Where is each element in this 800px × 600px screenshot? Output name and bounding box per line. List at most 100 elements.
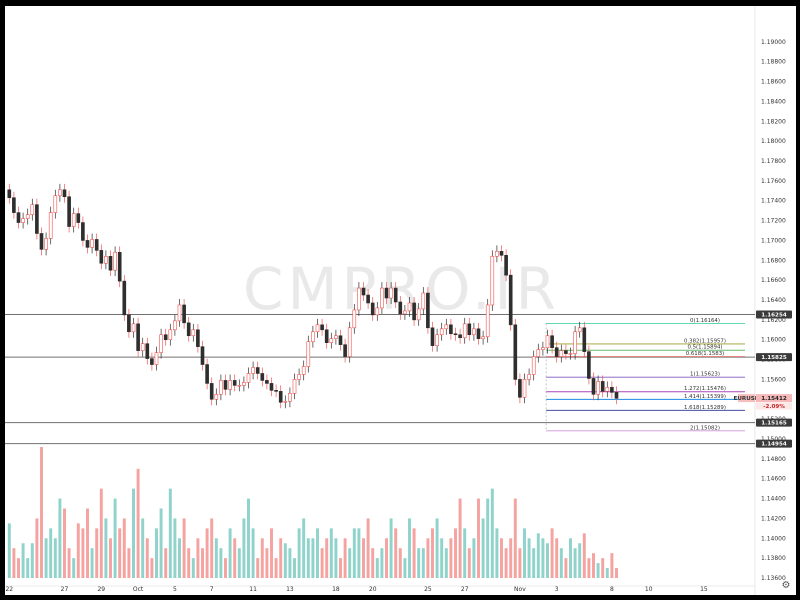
fibonacci-tool[interactable]: 0(1.16164) 0.382(1.15957)0.5(1.15894)0.61… (545, 318, 745, 431)
volume-bar (403, 558, 407, 578)
volume-bar (72, 558, 76, 578)
candle-body (113, 252, 117, 271)
chart-area[interactable]: CMPRO.IR 0(1.16164)0.382(1.15957)0.5(1.1… (5, 6, 796, 595)
y-tick-label: 1.14400 (761, 496, 786, 503)
volume-bar (569, 538, 572, 578)
y-tick-label: 1.15600 (761, 376, 786, 383)
volume-bar (615, 568, 618, 578)
volume-bar (49, 528, 53, 578)
y-tick-label: 1.17200 (761, 218, 786, 225)
volume-bar (40, 446, 43, 578)
volume-bar (582, 533, 586, 578)
candle-body (527, 374, 531, 380)
candle-body (283, 400, 288, 403)
candle-body (435, 334, 439, 346)
level-price-tag (756, 418, 792, 427)
candle-body (541, 347, 545, 350)
candle-body (564, 350, 568, 354)
candle-body (334, 335, 338, 340)
volume-bar (389, 518, 393, 578)
volume-bar (467, 548, 471, 578)
y-tick-label: 1.14600 (761, 476, 786, 483)
candle-body (131, 323, 136, 333)
time-axis[interactable]: 22 27 29 Oct 5 7 11 13 18 20 25 27 Nov 3 8 10 15 (5, 586, 707, 593)
volume-bar (109, 538, 112, 578)
candle-body (228, 380, 232, 390)
candle-body (596, 381, 600, 395)
volume-bar (458, 498, 462, 578)
candle-body (297, 374, 301, 380)
volume-bar (265, 548, 269, 578)
level-price-tag-text: 1.15165 (761, 421, 787, 427)
candle-body (81, 222, 85, 241)
volume-bar (435, 518, 439, 578)
candles (7, 183, 619, 409)
volume-bar (132, 488, 135, 578)
volume-bar (555, 538, 559, 578)
volume-bar (375, 558, 379, 578)
fib-level-label: 1.414(1.15399) (684, 394, 726, 400)
volume-bar (76, 523, 80, 578)
candle-body (545, 335, 550, 348)
volume-bar (348, 548, 352, 578)
volume-bar (426, 538, 430, 578)
candle-body (568, 353, 573, 355)
candle-body (58, 189, 62, 197)
volume-bar (90, 548, 94, 578)
volume-bar (463, 528, 467, 578)
candle-body (403, 310, 407, 315)
candle-body (370, 302, 375, 316)
volume-bar (256, 558, 260, 578)
volume-bar (472, 538, 476, 578)
volume-bar (311, 538, 315, 578)
y-tick-label: 1.18200 (761, 118, 786, 125)
y-tick-label: 1.15000 (761, 436, 786, 443)
volume-bar (178, 538, 181, 578)
volume-bar (164, 548, 168, 578)
candle-body (531, 356, 536, 375)
volume-bar (509, 538, 513, 578)
candle-body (219, 380, 223, 395)
level-price-tag-text: 1.15825 (761, 355, 787, 361)
candle-body (311, 331, 315, 342)
candle-body (513, 324, 518, 380)
candle-body (518, 379, 522, 398)
y-tick-label: 1.17000 (761, 237, 786, 244)
volume-bar (444, 548, 448, 578)
candle-body (384, 287, 389, 299)
candle-body (536, 349, 541, 357)
volume-bar (394, 528, 398, 578)
volume-bar (518, 548, 522, 578)
candle-body (600, 381, 605, 392)
candle-body (610, 387, 614, 393)
candle-body (237, 385, 242, 387)
volume-bar (182, 518, 186, 578)
price-axis[interactable]: 1.19000 1.18800 1.18600 1.18400 1.18200 1.180… (761, 39, 786, 582)
x-tick-label: 8 (610, 586, 614, 593)
volume-bar (214, 538, 218, 578)
candle-body (462, 323, 467, 339)
volume-bar (573, 548, 577, 578)
volume-bar (431, 528, 434, 578)
volume-bar (219, 548, 223, 578)
volume-bar (242, 518, 246, 578)
candle-body (214, 394, 219, 400)
volume-bar (81, 528, 85, 578)
candle-body (154, 352, 159, 365)
fib-level-label: 2(1.15082) (690, 425, 720, 431)
y-tick-label: 1.18400 (761, 98, 786, 105)
y-tick-label: 1.17800 (761, 158, 786, 165)
y-tick-label: 1.14800 (761, 456, 786, 463)
volume-bar (408, 518, 411, 578)
y-tick-label: 1.16200 (761, 317, 786, 324)
y-tick-label: 1.14000 (761, 535, 786, 542)
gear-icon[interactable]: ⚙ (781, 580, 791, 591)
candle-body (508, 274, 513, 326)
fib-level-label: 0(1.16164) (690, 318, 720, 324)
volume-bar (191, 558, 195, 578)
fib-level-label: 1.618(1.15289) (684, 405, 726, 411)
candle-body (35, 204, 39, 234)
candle-body (163, 334, 168, 341)
candle-body (292, 379, 297, 394)
chart-frame: CMPRO.IR 0(1.16164) 0.382(1.15957) 0.5(1.1… (5, 6, 796, 595)
